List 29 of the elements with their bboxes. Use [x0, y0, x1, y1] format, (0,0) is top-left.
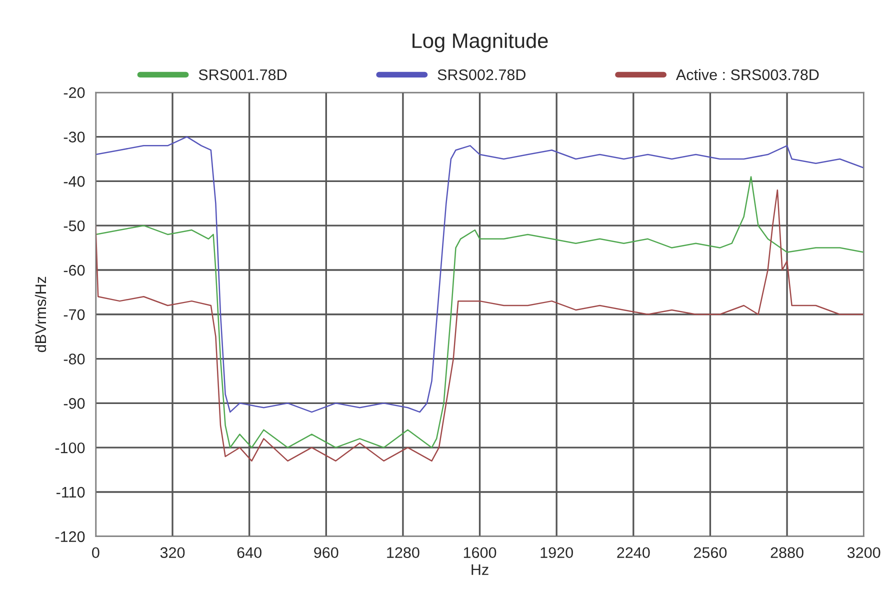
y-tick-label: -100: [55, 442, 85, 454]
line-series: [96, 136, 864, 413]
x-tick-label: 2880: [770, 547, 804, 558]
x-tick-label: 1600: [464, 547, 496, 558]
x-tick-label: 1280: [387, 547, 420, 558]
y-tick-label: -50: [64, 220, 85, 232]
x-tick-label: 3200: [847, 547, 880, 558]
x-tick-label: 2560: [694, 547, 727, 558]
y-tick-label: -120: [55, 531, 85, 542]
y-tick-label: -30: [64, 132, 85, 142]
x-tick-label: 640: [237, 547, 262, 558]
chart-title: Log Magnitude: [412, 32, 548, 52]
legend-label: Active : SRS003.78D: [676, 68, 819, 80]
legend-label: SRS002.78D: [438, 69, 526, 80]
y-tick-label: -20: [64, 87, 85, 98]
y-tick-label: -40: [64, 176, 85, 187]
y-tick-label: -110: [56, 486, 85, 498]
x-tick-label: 2240: [617, 547, 650, 558]
x-axis-title: Hz: [472, 564, 488, 575]
x-tick-label: 1920: [540, 547, 573, 558]
y-tick-label: -80: [64, 354, 85, 364]
y-tick-label: -60: [64, 264, 85, 276]
x-tick-label: 320: [160, 547, 185, 558]
y-tick-label: -70: [64, 309, 85, 320]
y-axis-title: dBVrms/Hz: [34, 276, 46, 352]
legend-label: SRS001.78D: [198, 69, 287, 80]
x-tick-label: 0: [92, 547, 100, 558]
y-tick-label: -90: [64, 398, 85, 409]
x-tick-label: 960: [314, 547, 338, 558]
